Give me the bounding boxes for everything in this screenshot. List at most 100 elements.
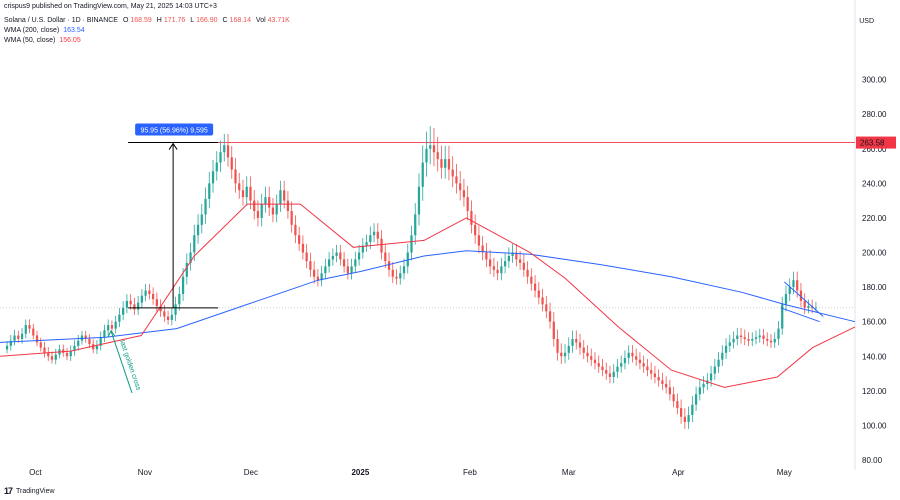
- candle-body[interactable]: [283, 190, 286, 201]
- candle-body[interactable]: [635, 356, 638, 360]
- candle-body[interactable]: [466, 197, 469, 211]
- candle-body[interactable]: [717, 359, 720, 367]
- candle-body[interactable]: [331, 255, 334, 260]
- candle-body[interactable]: [485, 252, 488, 260]
- candle-body[interactable]: [642, 363, 645, 367]
- wma50-legend[interactable]: WMA (50, close) 156.05: [4, 37, 81, 44]
- candle-body[interactable]: [571, 338, 574, 346]
- candle-body[interactable]: [590, 356, 593, 360]
- candle-body[interactable]: [792, 280, 795, 288]
- candle-body[interactable]: [256, 211, 260, 218]
- candle-body[interactable]: [47, 352, 50, 357]
- candle-body[interactable]: [264, 197, 267, 205]
- candle-body[interactable]: [698, 387, 701, 395]
- candle-body[interactable]: [650, 370, 653, 374]
- candle-body[interactable]: [447, 159, 451, 170]
- candle-body[interactable]: [417, 186, 421, 215]
- candle-body[interactable]: [687, 415, 690, 422]
- candle-body[interactable]: [114, 321, 117, 329]
- candle-body[interactable]: [721, 352, 724, 360]
- candle-body[interactable]: [335, 252, 338, 256]
- candle-body[interactable]: [103, 330, 106, 338]
- candle-body[interactable]: [728, 342, 731, 346]
- candle-body[interactable]: [402, 266, 406, 274]
- candle-body[interactable]: [234, 169, 237, 184]
- candle-body[interactable]: [166, 316, 170, 320]
- wma200-legend[interactable]: WMA (200, close) 163.54: [4, 27, 85, 34]
- candle-body[interactable]: [219, 152, 222, 163]
- candle-body[interactable]: [35, 335, 39, 343]
- candle-body[interactable]: [196, 224, 200, 236]
- candle-body[interactable]: [107, 325, 110, 331]
- candle-body[interactable]: [605, 370, 608, 374]
- candle-body[interactable]: [129, 300, 132, 305]
- candle-body[interactable]: [541, 297, 544, 305]
- candle-body[interactable]: [5, 345, 9, 350]
- candle-body[interactable]: [503, 261, 507, 267]
- candle-body[interactable]: [260, 204, 263, 218]
- candle-body[interactable]: [65, 352, 69, 357]
- candle-body[interactable]: [159, 306, 162, 312]
- candle-body[interactable]: [537, 290, 540, 298]
- candle-body[interactable]: [781, 304, 784, 329]
- candle-body[interactable]: [17, 335, 20, 339]
- candle-body[interactable]: [271, 207, 275, 215]
- candle-body[interactable]: [50, 356, 54, 360]
- candle-body[interactable]: [679, 408, 683, 417]
- candle-body[interactable]: [208, 183, 211, 199]
- candle-body[interactable]: [204, 198, 207, 215]
- candle-body[interactable]: [301, 243, 305, 253]
- candle-body[interactable]: [118, 314, 121, 322]
- candle-body[interactable]: [462, 190, 466, 198]
- candle-body[interactable]: [211, 171, 215, 184]
- candle-body[interactable]: [327, 259, 331, 267]
- candle-body[interactable]: [691, 404, 694, 416]
- candle-body[interactable]: [339, 252, 342, 260]
- candle-body[interactable]: [369, 235, 372, 243]
- candle-body[interactable]: [766, 338, 769, 341]
- candle-body[interactable]: [174, 304, 177, 315]
- candle-body[interactable]: [668, 387, 672, 395]
- candle-body[interactable]: [223, 145, 226, 153]
- candle-body[interactable]: [294, 224, 297, 236]
- candle-body[interactable]: [77, 340, 80, 346]
- candle-body[interactable]: [436, 152, 439, 160]
- candle-body[interactable]: [286, 200, 290, 211]
- candle-body[interactable]: [406, 252, 409, 267]
- candle-body[interactable]: [758, 335, 761, 338]
- candle-body[interactable]: [515, 252, 518, 260]
- candle-body[interactable]: [683, 416, 686, 422]
- candle-body[interactable]: [320, 273, 323, 281]
- candle-body[interactable]: [275, 204, 278, 215]
- candle-body[interactable]: [665, 383, 668, 388]
- candle-body[interactable]: [20, 333, 24, 339]
- candle-body[interactable]: [620, 363, 623, 367]
- candle-body[interactable]: [432, 145, 436, 153]
- candle-body[interactable]: [492, 266, 496, 270]
- candle-body[interactable]: [762, 335, 765, 339]
- candle-body[interactable]: [189, 252, 192, 263]
- candle-body[interactable]: [305, 252, 308, 262]
- candle-body[interactable]: [354, 259, 357, 267]
- candle-body[interactable]: [316, 276, 320, 281]
- candle-body[interactable]: [365, 242, 368, 246]
- candle-body[interactable]: [342, 259, 346, 267]
- candle-body[interactable]: [425, 148, 428, 163]
- candle-body[interactable]: [151, 294, 155, 300]
- candle-body[interactable]: [144, 290, 147, 296]
- candle-body[interactable]: [181, 276, 185, 294]
- candle-body[interactable]: [28, 325, 31, 329]
- candle-body[interactable]: [249, 186, 252, 201]
- candle-body[interactable]: [578, 342, 582, 348]
- candle-body[interactable]: [552, 321, 555, 339]
- candle-body[interactable]: [384, 252, 387, 262]
- candle-body[interactable]: [601, 366, 604, 371]
- candle-body[interactable]: [623, 357, 627, 364]
- candle-body[interactable]: [290, 211, 293, 225]
- candle-body[interactable]: [747, 338, 750, 341]
- candle-body[interactable]: [803, 300, 806, 308]
- candle-body[interactable]: [241, 190, 245, 198]
- candle-body[interactable]: [122, 307, 125, 315]
- candle-body[interactable]: [238, 183, 241, 191]
- candle-body[interactable]: [137, 302, 140, 310]
